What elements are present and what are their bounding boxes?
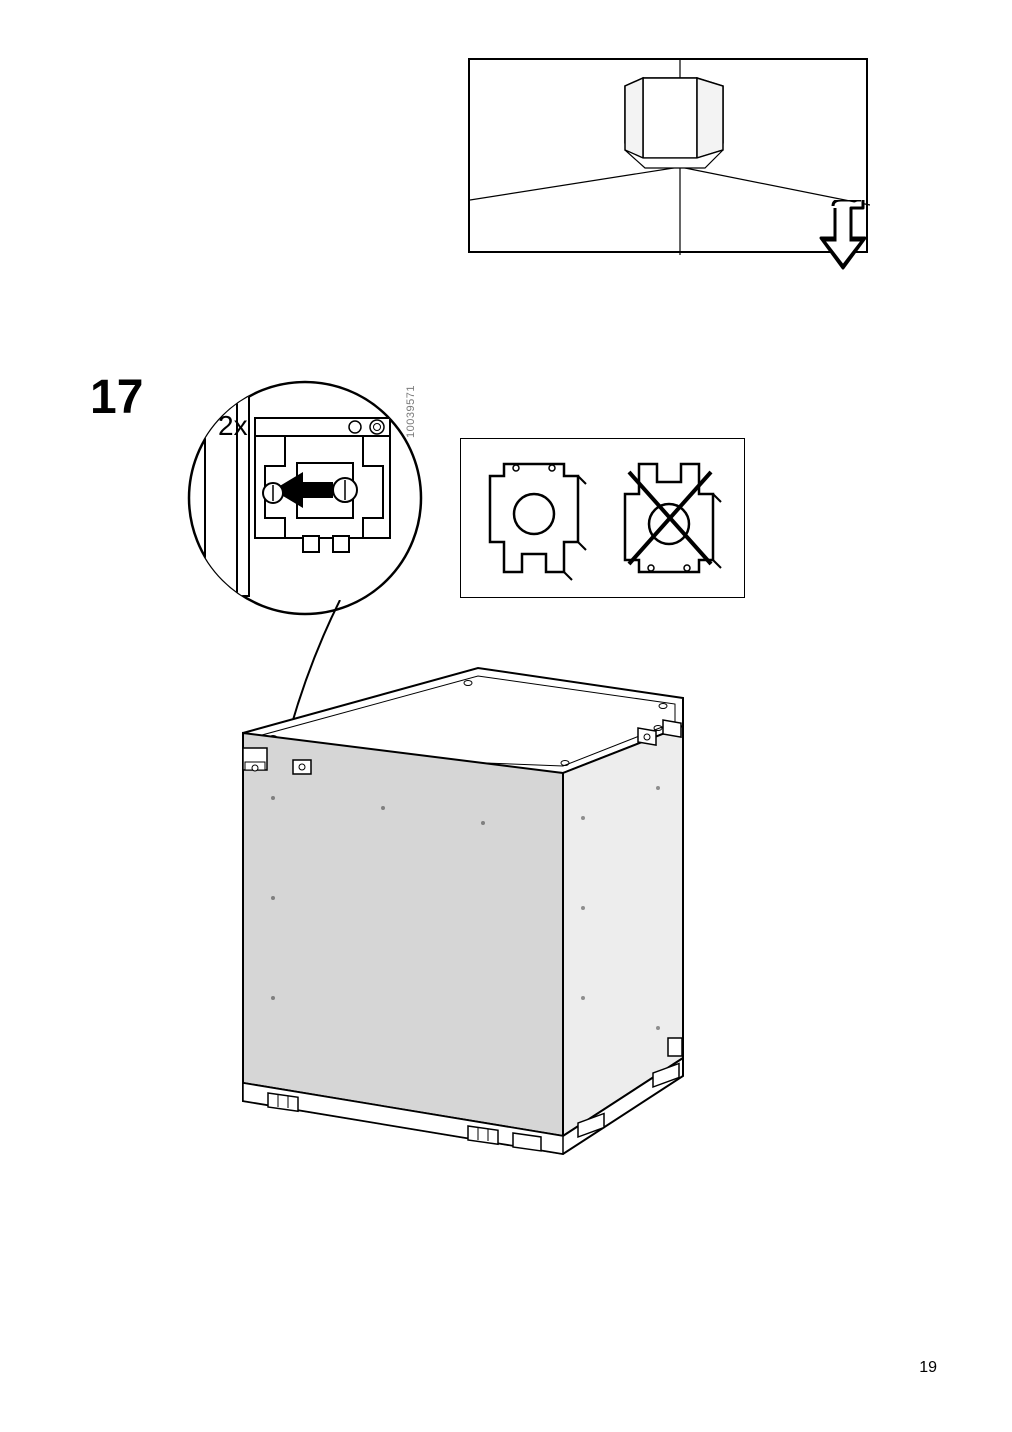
orientation-guide-frame [460,438,745,598]
context-cabinet-svg [470,60,870,255]
quantity-label: 2x [218,410,248,442]
continue-arrow-icon [815,200,875,280]
step-number: 17 [90,370,143,425]
orientation-incorrect-icon [625,464,721,572]
page-number: 19 [919,1359,937,1377]
context-illustration-frame [468,58,868,253]
main-cabinet-illustration [183,638,743,1168]
orientation-correct-icon [490,464,586,580]
instruction-page: 17 [0,0,1012,1432]
part-number-label: 10039571 [405,385,417,438]
